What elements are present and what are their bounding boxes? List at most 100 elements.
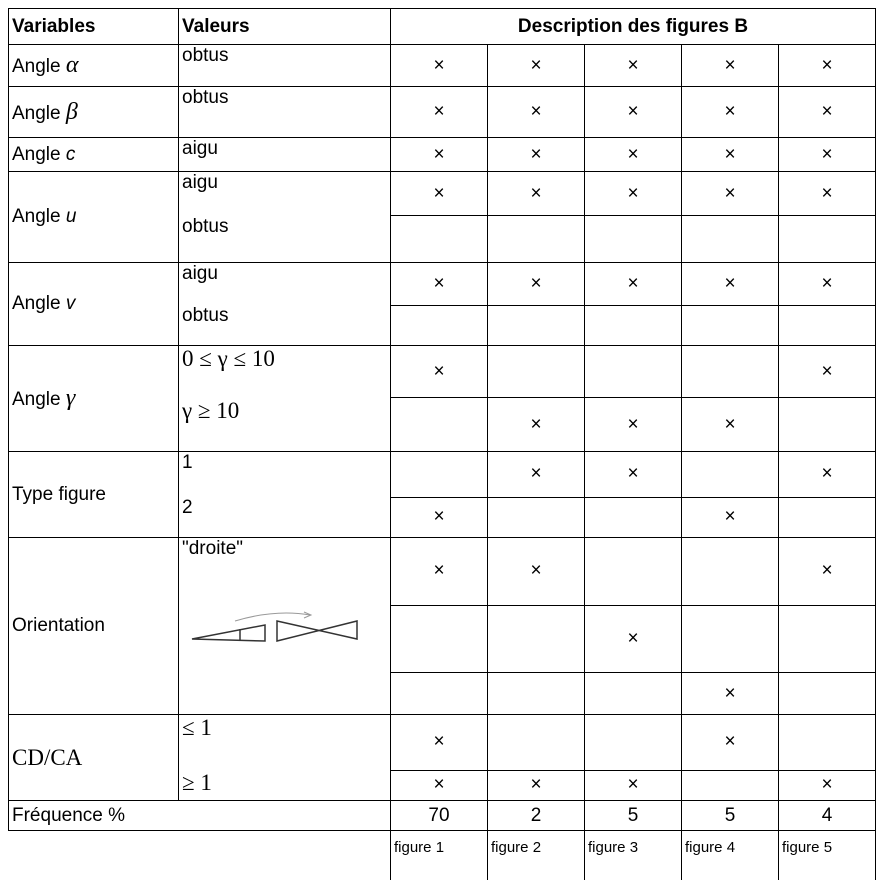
value-label: aigu xyxy=(182,138,218,160)
values-cell: aigu obtus xyxy=(178,262,391,346)
mark: × xyxy=(627,101,639,122)
mark-cell: × xyxy=(390,344,488,399)
values-cell: obtus xyxy=(178,86,391,138)
mark: × xyxy=(821,560,833,582)
mark-cell: × xyxy=(390,262,488,306)
mark-cell: × xyxy=(778,44,876,87)
mark: × xyxy=(724,182,736,204)
value-label: obtus xyxy=(182,45,229,67)
mark: × xyxy=(724,101,736,122)
mark-cell: × xyxy=(681,397,779,452)
value-label: "droite" xyxy=(182,538,244,560)
mark-cell xyxy=(778,397,876,452)
mark-cell: × xyxy=(390,769,488,802)
frequency-value: 70 xyxy=(390,800,488,831)
frequency-value: 5 xyxy=(584,800,682,831)
mark-cell xyxy=(681,604,779,674)
table-row: CD/CA ≤ 1 ≥ 1 × × xyxy=(8,714,876,801)
value-item: aigu xyxy=(180,173,390,217)
values-cell: 0 ≤ γ ≤ 10 γ ≥ 10 xyxy=(178,345,391,452)
mark: × xyxy=(433,101,445,122)
mark-cell: × xyxy=(681,262,779,306)
mark-cell: × xyxy=(681,496,779,539)
value-label: obtus xyxy=(182,216,229,237)
mark-cell: × xyxy=(778,537,876,606)
mark-cell xyxy=(390,604,488,674)
value-label: γ ≥ 10 xyxy=(182,398,240,423)
mark-cell xyxy=(487,604,585,674)
value-item: 0 ≤ γ ≤ 10 xyxy=(180,346,390,399)
mark-cell xyxy=(487,215,585,263)
mark-cell: × xyxy=(390,44,488,87)
variable-cell: CD/CA xyxy=(8,714,179,801)
variable-name: Angle xyxy=(12,143,61,165)
mark-cell: × xyxy=(390,714,488,771)
mark-cell: × xyxy=(584,137,682,172)
mark-cell: × xyxy=(778,137,876,172)
mark-cell xyxy=(584,496,682,539)
value-item xyxy=(180,609,390,674)
mark-cell: × xyxy=(487,86,585,138)
mark-cell: × xyxy=(778,344,876,399)
mark: × xyxy=(627,774,639,796)
mark: × xyxy=(724,54,736,76)
variable-name: Angle xyxy=(12,389,61,410)
variable-cell: Angle c xyxy=(8,137,179,172)
header-row: Variables Valeurs Description des figures … xyxy=(8,8,876,45)
mark: × xyxy=(530,560,542,582)
mark-cell: × xyxy=(487,262,585,306)
variable-symbol: α xyxy=(65,52,79,78)
value-item: obtus xyxy=(180,305,390,345)
mark: × xyxy=(433,143,445,165)
mark-cell: × xyxy=(390,537,488,606)
frequency-label: Fréquence % xyxy=(8,800,391,831)
mark-cell: × xyxy=(681,137,779,172)
footer-row: figure 1 figure 2 figure 3 figure 4 figure 5 xyxy=(8,830,876,880)
value-label: 0 ≤ γ ≤ 10 xyxy=(182,346,275,372)
mark-cell xyxy=(681,215,779,263)
mark-cell xyxy=(487,672,585,715)
value-item: 2 xyxy=(180,497,390,537)
mark-cell xyxy=(487,344,585,399)
mark: × xyxy=(821,143,833,165)
mark-cell xyxy=(487,496,585,539)
mark: × xyxy=(821,182,833,204)
mark-cell: × xyxy=(584,769,682,802)
value-label: ≥ 1 xyxy=(182,770,212,795)
value-item: aigu xyxy=(180,264,390,306)
mark-cell: × xyxy=(390,170,488,217)
mark-cell xyxy=(390,451,488,498)
value-item: aigu xyxy=(180,138,390,171)
mark-cell xyxy=(778,496,876,539)
mark: × xyxy=(627,182,639,204)
mark-cell xyxy=(584,215,682,263)
table-row: Angle c aigu × × × × × xyxy=(8,137,876,172)
mark-cell xyxy=(390,397,488,452)
table-row: × × × × xyxy=(9,769,876,802)
variable-name: Angle xyxy=(12,56,61,77)
header-cell: Description des figures B xyxy=(390,8,876,45)
figure-label: figure 4 xyxy=(681,830,779,880)
mark-cell xyxy=(778,604,876,674)
mark-cell: × xyxy=(681,170,779,217)
mark: × xyxy=(433,774,445,796)
mark: × xyxy=(530,463,542,485)
mark-cell xyxy=(390,672,488,715)
mark-cell: × xyxy=(390,496,488,539)
mark-cell xyxy=(681,537,779,606)
mark-cell xyxy=(390,304,488,346)
values-cell: obtus xyxy=(178,44,391,87)
variable-name: Angle xyxy=(12,206,61,227)
mark-cell xyxy=(778,714,876,771)
frequency-value: 5 xyxy=(681,800,779,831)
mark: × xyxy=(821,101,833,122)
mark: × xyxy=(530,54,542,76)
variable-symbol: v xyxy=(65,293,76,314)
mark-cell: × xyxy=(584,86,682,138)
value-item: ≥ 1 xyxy=(180,770,390,800)
table-row xyxy=(9,304,876,346)
mark: × xyxy=(724,272,736,294)
mark: × xyxy=(433,560,445,582)
